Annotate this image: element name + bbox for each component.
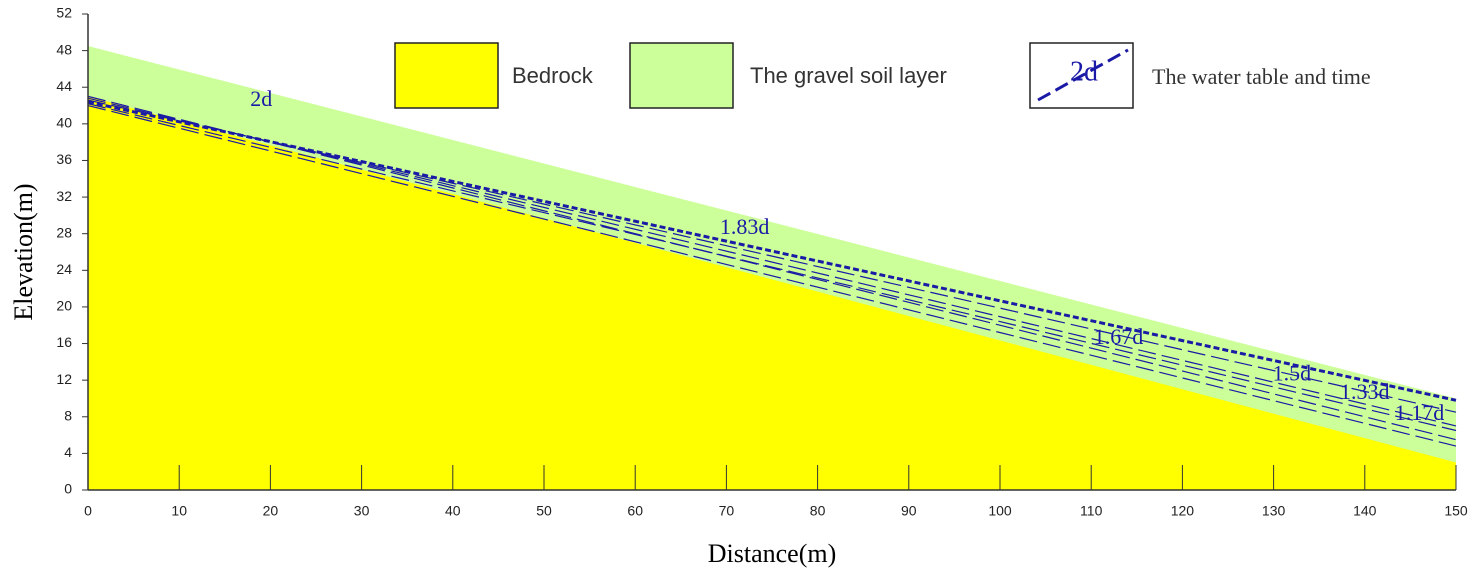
y-tick-label: 20 bbox=[56, 298, 72, 314]
y-tick-label: 28 bbox=[56, 224, 72, 240]
water-table-line bbox=[87, 99, 1457, 413]
y-tick-label: 0 bbox=[64, 481, 72, 497]
x-tick-label: 80 bbox=[810, 503, 826, 519]
legend-line bbox=[1037, 48, 1129, 102]
water-table-line bbox=[87, 103, 1457, 432]
legend-swatch bbox=[629, 42, 734, 109]
x-tick-label: 140 bbox=[1353, 503, 1377, 519]
legend-swatch bbox=[394, 42, 499, 109]
water-table-label: 2d bbox=[250, 86, 272, 111]
legend-label: The gravel soil layer bbox=[750, 63, 947, 88]
x-tick-label: 90 bbox=[901, 503, 917, 519]
x-tick-label: 0 bbox=[84, 503, 92, 519]
y-tick-label: 32 bbox=[56, 188, 72, 204]
water-table-label: 1.5d bbox=[1273, 361, 1312, 386]
y-tick-label: 48 bbox=[56, 41, 72, 57]
x-tick-label: 70 bbox=[719, 503, 735, 519]
y-tick-label: 52 bbox=[56, 5, 72, 21]
legend-label: The water table and time bbox=[1152, 64, 1371, 89]
x-tick-label: 110 bbox=[1080, 503, 1103, 519]
x-tick-label: 60 bbox=[627, 503, 643, 519]
y-axis-title: Elevation(m) bbox=[9, 183, 38, 320]
legend-line-label: 2d bbox=[1070, 56, 1098, 87]
x-tick-label: 40 bbox=[445, 503, 461, 519]
x-tick-label: 150 bbox=[1444, 503, 1468, 519]
water-table-label: 1.33d bbox=[1340, 379, 1390, 404]
water-table-line bbox=[87, 104, 1457, 447]
water-table-line bbox=[87, 100, 1457, 402]
y-tick-label: 4 bbox=[64, 444, 72, 460]
x-tick-label: 130 bbox=[1262, 503, 1286, 519]
area bbox=[88, 96, 1456, 490]
x-tick-label: 50 bbox=[536, 503, 552, 519]
y-tick-label: 16 bbox=[56, 334, 72, 350]
water-table-label: 1.83d bbox=[720, 214, 770, 239]
y-tick-label: 36 bbox=[56, 151, 72, 167]
y-tick-label: 24 bbox=[56, 261, 72, 277]
water-table-label: 1.17d bbox=[1395, 400, 1445, 425]
x-tick-label: 20 bbox=[263, 503, 279, 519]
x-axis-title: Distance(m) bbox=[708, 539, 837, 568]
legend-label: Bedrock bbox=[512, 63, 594, 88]
y-tick-label: 12 bbox=[56, 371, 72, 387]
y-tick-label: 44 bbox=[56, 78, 72, 94]
x-tick-label: 100 bbox=[988, 503, 1012, 519]
water-table-line bbox=[87, 97, 1457, 427]
x-tick-label: 10 bbox=[171, 503, 187, 519]
y-tick-label: 40 bbox=[56, 115, 72, 131]
water-table-line bbox=[87, 95, 1457, 441]
y-tick-label: 8 bbox=[64, 407, 72, 423]
x-tick-label: 30 bbox=[354, 503, 370, 519]
x-tick-label: 120 bbox=[1171, 503, 1195, 519]
